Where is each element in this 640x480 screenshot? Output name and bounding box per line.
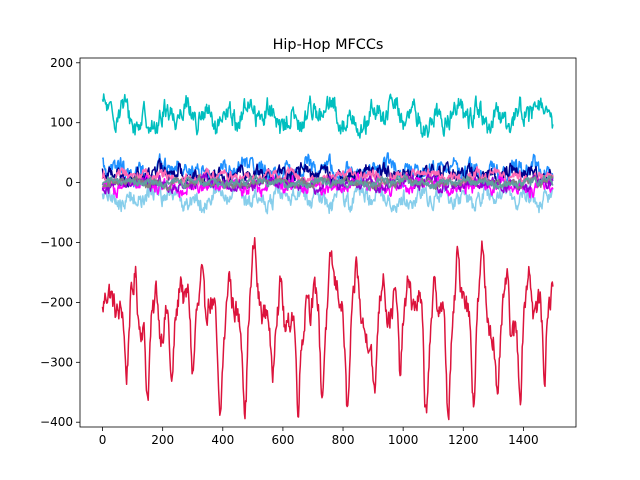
x-tick-label: 600	[271, 433, 294, 447]
mfcc-series-line	[101, 180, 554, 215]
mfcc-series-line	[101, 152, 554, 189]
x-axis: 0 200 400 600 800 1000 1200 1400	[99, 427, 539, 447]
y-axis: 200 100 0 −100 −200 −300 −400	[40, 56, 80, 429]
mfcc-series-line	[101, 93, 554, 139]
series-layer	[101, 93, 554, 421]
y-tick-label: −100	[40, 236, 73, 250]
y-tick-label: −200	[40, 295, 73, 309]
y-tick-label: 200	[50, 56, 73, 70]
y-tick-label: 100	[50, 116, 73, 130]
y-tick-label: −400	[40, 415, 73, 429]
x-tick-label: 1400	[508, 433, 539, 447]
x-tick-label: 1200	[448, 433, 479, 447]
x-tick-label: 400	[211, 433, 234, 447]
chart-title: Hip-Hop MFCCs	[273, 37, 384, 53]
x-tick-label: 0	[99, 433, 107, 447]
y-tick-label: 0	[65, 176, 73, 190]
y-tick-label: −300	[40, 355, 73, 369]
mfcc-series-line	[101, 174, 554, 191]
x-tick-label: 200	[151, 433, 174, 447]
x-tick-label: 800	[332, 433, 355, 447]
mfcc-series-line	[101, 158, 554, 189]
x-tick-label: 1000	[388, 433, 419, 447]
mfcc-series-line	[101, 237, 554, 421]
